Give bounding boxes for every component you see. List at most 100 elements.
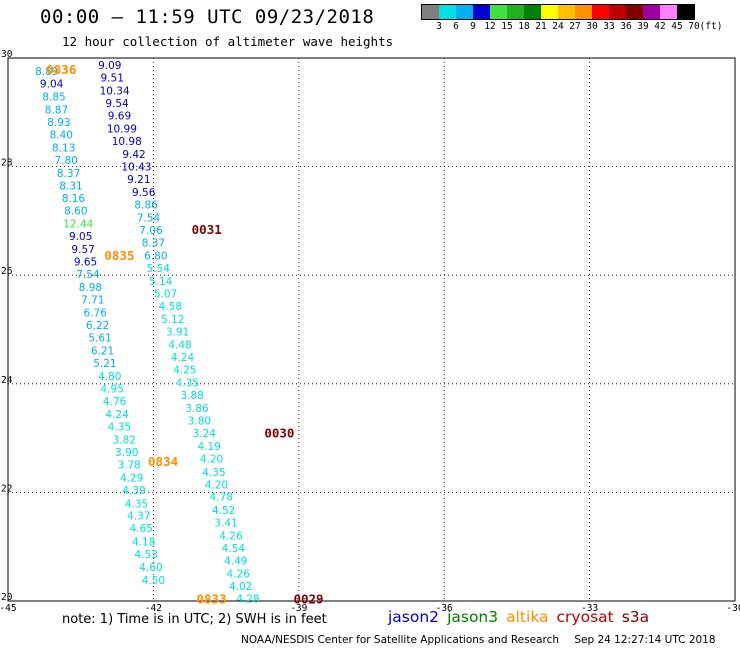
satellite-s3a: s3a: [621, 608, 650, 626]
swh-value-label: 8.16: [62, 193, 86, 205]
swh-value-label: 4.65: [130, 523, 153, 535]
legend-swatch: [456, 5, 473, 19]
swh-value-label: 8.37: [57, 168, 80, 180]
swh-value-label: 9.65: [74, 257, 97, 269]
swh-value-label: 6.21: [91, 346, 114, 358]
swh-value-label: 6.22: [86, 320, 109, 332]
chart-title: 00:00 — 11:59 UTC 09/23/2018: [40, 6, 375, 28]
credit-text: NOAA/NESDIS Center for Satellite Applica…: [241, 634, 559, 646]
swh-value-label: 8.13: [52, 143, 75, 155]
legend-label: 39: [637, 21, 649, 32]
swh-value-label: 8.85: [42, 92, 65, 104]
legend-swatch: [558, 5, 575, 19]
legend-swatch: [439, 5, 456, 19]
swh-value-label: 4.29: [120, 473, 143, 485]
chart-subtitle: 12 hour collection of altimeter wave hei…: [62, 34, 394, 49]
legend-swatch: [422, 5, 439, 19]
legend-label: 3: [436, 21, 442, 32]
y-tick-label: 22: [1, 483, 12, 494]
swh-value-label: 4.54: [222, 543, 246, 555]
swh-value-label: 4.18: [132, 536, 155, 548]
track-time-label: 0833: [197, 591, 227, 606]
swh-value-label: 9.54: [105, 98, 129, 110]
swh-value-label: 4.35: [176, 378, 199, 390]
axes: -45 -42 -39 -36 -33 -30 30 28 26 24 22 20: [0, 49, 740, 614]
legend-label: 45: [671, 21, 683, 32]
legend-label: 33: [603, 21, 615, 32]
swh-value-label: 8.93: [47, 117, 70, 129]
legend-swatch: [490, 5, 507, 19]
legend-labels: 3 6 9 12 15 18 21 24 27 30 33 36 39 42 45 70 (ft): [421, 21, 722, 35]
swh-value-label: 4.02: [229, 581, 252, 593]
legend-label: 18: [518, 21, 530, 32]
swh-value-label: 12.44: [63, 219, 93, 231]
legend-label: 36: [620, 21, 632, 32]
swh-value-label: 6.76: [84, 308, 108, 320]
swh-value-label: 9.51: [101, 73, 124, 85]
swh-value-label: 9.21: [127, 174, 150, 186]
legend-swatch: [473, 5, 490, 19]
swh-value-label: 4.20: [200, 454, 223, 466]
y-tick-label: 20: [1, 592, 13, 603]
track-time-label: 0031: [192, 222, 222, 237]
swh-value-label: 9.69: [108, 111, 131, 123]
grid-lines: [8, 58, 735, 601]
legend-swatch: [660, 5, 677, 19]
legend-label: 30: [586, 21, 598, 32]
swh-value-label: 4.35: [202, 467, 225, 479]
swh-value-label: 4.50: [142, 575, 165, 587]
swh-value-label: 3.80: [188, 416, 211, 428]
swh-value-label: 10.43: [121, 162, 151, 174]
swh-value-label: 4.53: [134, 549, 157, 561]
swh-value-label: 8.40: [50, 130, 73, 142]
swh-value-label: 5.14: [149, 276, 173, 288]
swh-value-label: 4.76: [103, 396, 127, 408]
swh-value-label: 4.19: [197, 441, 220, 453]
legend-label: (ft): [699, 21, 723, 32]
track-time-label: 0835: [104, 248, 134, 263]
swh-value-label: 5.54: [147, 263, 171, 275]
legend-label: 27: [569, 21, 581, 32]
legend-swatch: [575, 5, 592, 19]
legend-label: 6: [453, 21, 459, 32]
swh-value-label: 9.57: [71, 244, 94, 256]
x-tick-label: -36: [436, 603, 453, 614]
swh-value-label: 4.78: [210, 492, 233, 504]
swh-value-label: 9.05: [69, 231, 92, 243]
swh-value-label: 8.31: [59, 181, 82, 193]
swh-value-label: 10.98: [112, 136, 142, 148]
legend-swatch: [677, 5, 694, 19]
legend-swatch: [541, 5, 558, 19]
swh-value-label: 6.80: [144, 251, 167, 263]
swh-value-label: 7.54: [76, 269, 100, 281]
swh-value-label: 4.52: [212, 505, 235, 517]
legend-swatch: [609, 5, 626, 19]
satellite-legend: jason2 jason3 altika cryosat s3a: [388, 608, 657, 626]
swh-value-label: 8.89: [35, 66, 58, 78]
swh-value-label: 8.86: [134, 200, 158, 212]
swh-value-label: 8.37: [142, 238, 165, 250]
swh-value-label: 7.71: [81, 295, 104, 307]
swh-value-label: 4.26: [219, 530, 243, 542]
swh-value-label: 8.87: [45, 105, 68, 117]
swh-value-label: 7.54: [137, 213, 161, 225]
swh-value-label: 9.09: [98, 60, 121, 72]
plot-frame: [7, 57, 736, 602]
generated-timestamp: Sep 24 12:27:14 UTC 2018: [574, 634, 716, 646]
swh-value-label: 10.34: [100, 86, 130, 98]
swh-value-label: 5.21: [93, 358, 116, 370]
legend-label: 9: [470, 21, 476, 32]
legend-swatch: [626, 5, 643, 19]
x-tick-label: -39: [290, 603, 307, 614]
swh-value-label: 5.61: [88, 333, 111, 345]
swh-value-label: 8.98: [79, 282, 102, 294]
swh-value-label: 10.99: [107, 124, 137, 136]
swh-value-label: 4.39: [122, 485, 145, 497]
swh-value-label: 3.82: [113, 435, 136, 447]
legend-swatch: [524, 5, 541, 19]
satellite-jason3: jason3: [447, 608, 499, 626]
swh-value-label: 4.49: [224, 555, 247, 567]
satellite-cryosat: cryosat: [556, 608, 614, 626]
swh-value-label: 9.42: [122, 149, 145, 161]
legend-label: 42: [654, 21, 666, 32]
